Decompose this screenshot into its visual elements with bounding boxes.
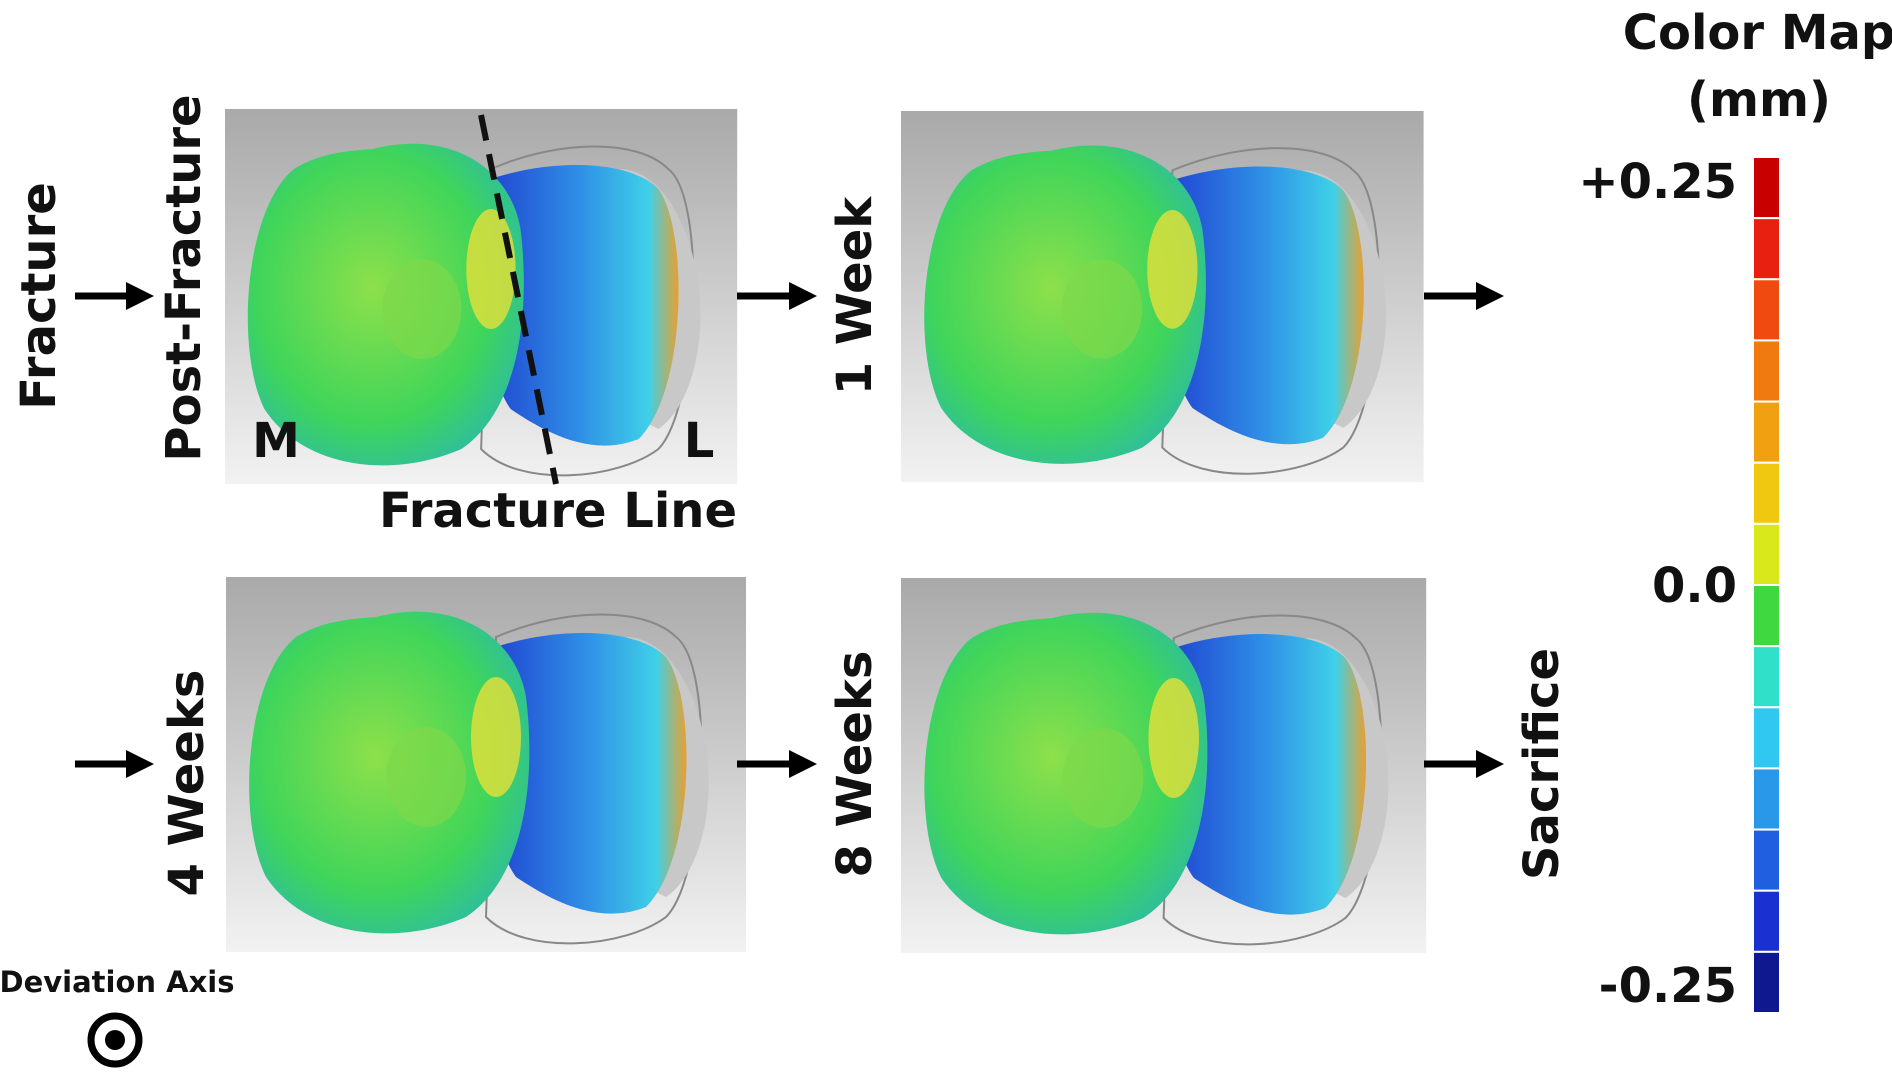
fracture-line [478,114,559,485]
panel-post-fracture [224,108,739,485]
color-bar-segment [1752,828,1781,892]
color-bar-label: 0.0 [1652,558,1737,614]
color-map-unit: (mm) [1687,72,1831,128]
arrows [75,282,1504,778]
color-bar [1752,156,1781,1014]
stage-label: 8 Weeks [827,651,883,878]
stage-label: Sacrifice [1514,648,1570,880]
color-bar-segment [1752,645,1781,709]
color-map-title: Color Map [1623,5,1892,61]
deviation-axis-dot [105,1030,125,1050]
color-bar-segment [1752,950,1781,1014]
color-bar-segment [1752,889,1781,953]
color-bar-segment [1752,339,1781,403]
color-bar-segment [1752,156,1781,220]
color-bar-segment [1752,400,1781,464]
stage-label: Post-Fracture [156,94,212,461]
panel-4-weeks [225,576,747,953]
color-bar-segment [1752,217,1781,281]
color-bar-segment [1752,584,1781,648]
panel-1-week [899,109,1425,484]
panel-8-weeks [899,576,1428,955]
stage-label: Fracture [11,182,67,410]
color-bar-segment [1752,461,1781,525]
stage-label: 1 Week [827,196,883,395]
color-bar-label: -0.25 [1599,958,1737,1014]
deviation-axis-label: Deviation Axis [0,965,234,999]
stage-label: 4 Weeks [159,670,215,897]
fracture-line-label: Fracture Line [379,483,737,539]
color-bar-segment [1752,278,1781,342]
color-bar-segment [1752,706,1781,770]
medial-label: M [252,413,300,469]
lateral-label: L [684,413,715,469]
color-bar-label: +0.25 [1578,154,1737,210]
color-bar-segment [1752,522,1781,586]
deviation-axis-icon [87,1012,143,1068]
color-bar-segment [1752,767,1781,831]
